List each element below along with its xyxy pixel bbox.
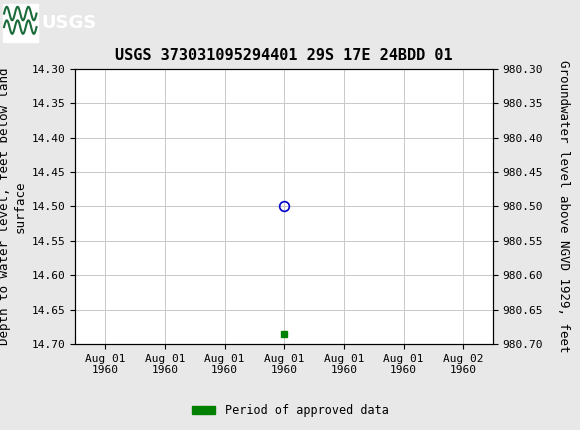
- Y-axis label: Groundwater level above NGVD 1929, feet: Groundwater level above NGVD 1929, feet: [557, 60, 570, 353]
- Title: USGS 373031095294401 29S 17E 24BDD 01: USGS 373031095294401 29S 17E 24BDD 01: [115, 49, 453, 64]
- Y-axis label: Depth to water level, feet below land
surface: Depth to water level, feet below land su…: [0, 68, 26, 345]
- Legend: Period of approved data: Period of approved data: [187, 399, 393, 422]
- Bar: [3, 3, 38, 42]
- Text: USGS: USGS: [42, 14, 97, 31]
